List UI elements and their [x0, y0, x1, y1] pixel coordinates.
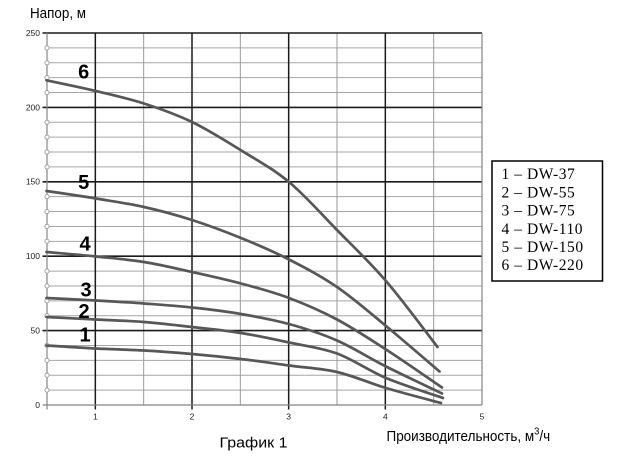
svg-text:4: 4	[383, 412, 388, 422]
svg-text:0: 0	[35, 400, 40, 410]
svg-text:Напор, м: Напор, м	[30, 5, 86, 22]
svg-text:2 – DW-55: 2 – DW-55	[502, 184, 576, 201]
svg-text:6: 6	[78, 62, 89, 84]
svg-text:4 – DW-110: 4 – DW-110	[502, 221, 584, 238]
svg-text:5: 5	[480, 412, 485, 422]
svg-text:2: 2	[190, 412, 195, 422]
svg-text:3: 3	[286, 412, 291, 422]
svg-text:200: 200	[26, 102, 40, 112]
svg-text:50: 50	[31, 326, 41, 336]
svg-text:1 – DW-37: 1 – DW-37	[502, 166, 576, 183]
svg-text:2: 2	[78, 301, 89, 323]
svg-text:250: 250	[26, 28, 40, 38]
svg-text:3: 3	[80, 280, 91, 302]
svg-text:6 – DW-220: 6 – DW-220	[502, 257, 584, 274]
svg-text:График 1: График 1	[220, 434, 288, 451]
svg-text:1: 1	[93, 412, 98, 422]
svg-text:150: 150	[26, 177, 40, 187]
svg-text:Производительность, м3/ч: Производительность, м3/ч	[387, 426, 551, 445]
svg-text:5: 5	[78, 172, 89, 194]
svg-text:100: 100	[26, 251, 40, 261]
svg-text:4: 4	[79, 234, 91, 256]
svg-text:3 – DW-75: 3 – DW-75	[502, 203, 576, 220]
svg-text:1: 1	[79, 325, 90, 347]
svg-text:5 – DW-150: 5 – DW-150	[502, 239, 584, 256]
